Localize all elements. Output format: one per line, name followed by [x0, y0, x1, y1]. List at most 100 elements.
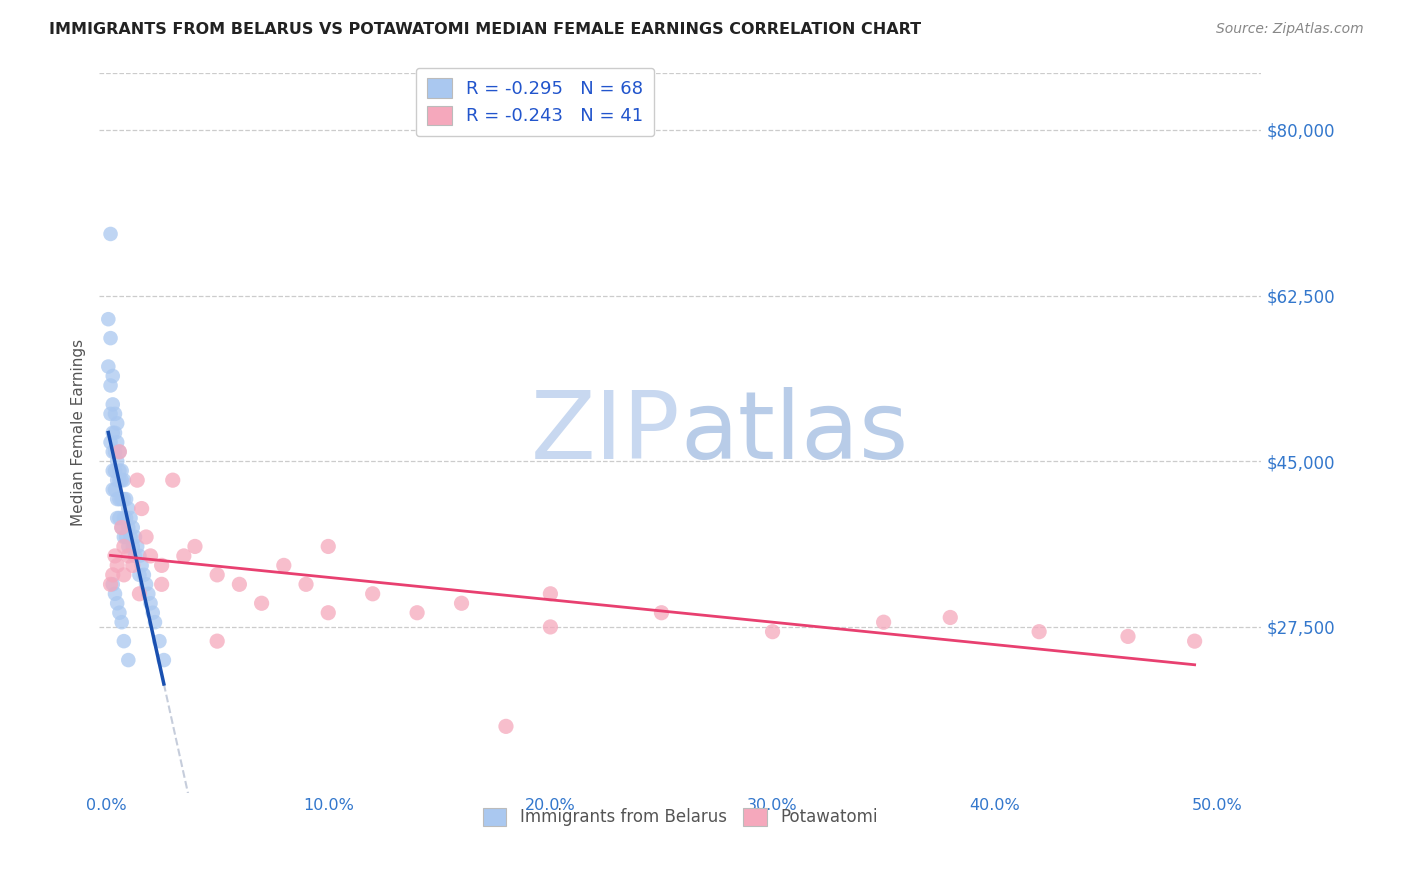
Point	[872, 615, 894, 630]
Point	[105, 473, 128, 487]
Point	[104, 425, 127, 440]
Point	[115, 492, 138, 507]
Point	[105, 454, 128, 468]
Legend: Immigrants from Belarus, Potawatomi: Immigrants from Belarus, Potawatomi	[475, 799, 886, 835]
Point	[139, 596, 162, 610]
Text: ZIP: ZIP	[530, 387, 681, 479]
Point	[316, 606, 339, 620]
Point	[205, 634, 228, 648]
Point	[115, 530, 138, 544]
Point	[100, 378, 122, 392]
Point	[101, 464, 124, 478]
Point	[162, 473, 184, 487]
Point	[104, 444, 127, 458]
Point	[124, 549, 146, 563]
Point	[111, 492, 134, 507]
Point	[105, 596, 128, 610]
Point	[111, 473, 134, 487]
Point	[135, 577, 157, 591]
Point	[112, 530, 135, 544]
Point	[111, 520, 134, 534]
Point	[143, 615, 166, 630]
Point	[108, 606, 131, 620]
Point	[117, 501, 139, 516]
Point	[101, 483, 124, 497]
Point	[101, 577, 124, 591]
Point	[100, 435, 122, 450]
Point	[97, 312, 120, 326]
Point	[104, 483, 127, 497]
Point	[131, 558, 153, 573]
Point	[108, 444, 131, 458]
Point	[761, 624, 783, 639]
Point	[1116, 629, 1139, 643]
Point	[295, 577, 318, 591]
Point	[120, 511, 142, 525]
Point	[111, 615, 134, 630]
Point	[104, 407, 127, 421]
Point	[939, 610, 962, 624]
Point	[121, 558, 143, 573]
Point	[108, 473, 131, 487]
Point	[1184, 634, 1206, 648]
Point	[273, 558, 295, 573]
Point	[127, 473, 149, 487]
Point	[101, 397, 124, 411]
Point	[139, 549, 162, 563]
Point	[136, 587, 159, 601]
Point	[117, 549, 139, 563]
Point	[127, 540, 149, 554]
Point	[150, 558, 173, 573]
Point	[495, 719, 517, 733]
Point	[101, 425, 124, 440]
Point	[101, 369, 124, 384]
Point	[538, 587, 561, 601]
Point	[112, 567, 135, 582]
Point	[108, 511, 131, 525]
Point	[121, 540, 143, 554]
Point	[173, 549, 195, 563]
Point	[104, 464, 127, 478]
Point	[112, 540, 135, 554]
Point	[100, 331, 122, 345]
Point	[406, 606, 429, 620]
Text: atlas: atlas	[681, 387, 908, 479]
Point	[128, 587, 150, 601]
Point	[101, 444, 124, 458]
Point	[361, 587, 384, 601]
Point	[184, 540, 207, 554]
Point	[100, 577, 122, 591]
Point	[228, 577, 250, 591]
Point	[108, 492, 131, 507]
Point	[97, 359, 120, 374]
Point	[128, 549, 150, 563]
Point	[105, 417, 128, 431]
Y-axis label: Median Female Earnings: Median Female Earnings	[72, 339, 86, 526]
Point	[650, 606, 672, 620]
Point	[250, 596, 273, 610]
Point	[117, 520, 139, 534]
Point	[100, 227, 122, 241]
Point	[108, 444, 131, 458]
Point	[104, 549, 127, 563]
Point	[112, 634, 135, 648]
Point	[112, 492, 135, 507]
Point	[450, 596, 472, 610]
Point	[117, 540, 139, 554]
Point	[150, 577, 173, 591]
Point	[112, 473, 135, 487]
Point	[153, 653, 176, 667]
Point	[105, 492, 128, 507]
Point	[205, 567, 228, 582]
Point	[135, 530, 157, 544]
Point	[101, 567, 124, 582]
Point	[111, 464, 134, 478]
Point	[108, 464, 131, 478]
Point	[120, 530, 142, 544]
Point	[142, 606, 165, 620]
Point	[112, 511, 135, 525]
Point	[105, 435, 128, 450]
Point	[316, 540, 339, 554]
Point	[100, 407, 122, 421]
Point	[115, 511, 138, 525]
